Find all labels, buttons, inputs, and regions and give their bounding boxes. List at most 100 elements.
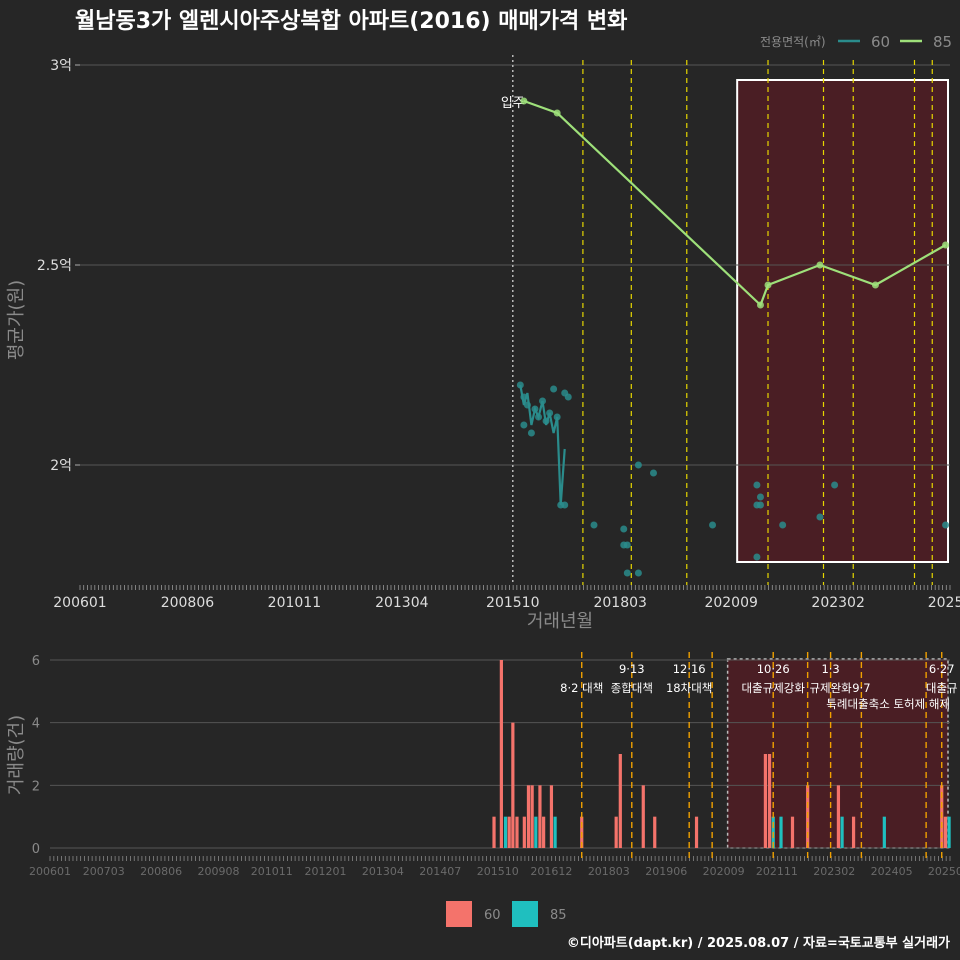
bar-60 [641,785,645,848]
bar-60 [522,816,526,848]
series-60-point [550,385,558,393]
highlight-region [736,79,950,563]
x-tick-label: 201304 [362,865,404,878]
x-tick-label: 201407 [419,865,461,878]
bar-60 [530,785,534,848]
x-tick-label: 201803 [588,865,630,878]
series-60-point [816,513,824,521]
bar-60 [943,816,948,848]
bar-60 [492,816,496,848]
bar-85 [534,816,538,848]
series-60-point [779,521,787,529]
series-60-point [756,501,764,509]
series-85-point [871,281,879,289]
bar-60 [763,754,768,848]
series-60-point [523,401,531,409]
policy-date: 6·27 [929,662,955,676]
policy-label: 종합대책 [611,681,653,695]
series-60-point [520,393,528,401]
series-60-point [531,405,539,413]
y-tick-label: 0 [32,842,40,857]
series-60-point [590,521,598,529]
bar-60 [694,816,699,848]
policy-date: 10·26 [757,662,790,676]
series-60-point [564,393,572,401]
x-tick-label: 201803 [593,595,646,611]
series-60-point [546,409,554,417]
legend-swatch-85 [512,901,538,927]
bar-85 [840,816,844,848]
y-tick-label: 2 [32,779,40,794]
series-60-point [942,521,950,529]
move-in-label: 입주 [501,96,525,111]
series-85-point [520,97,528,105]
series-60-point [649,469,657,477]
series-60-point [634,569,642,577]
legend-swatch-60 [446,901,472,927]
legend-label-85: 85 [933,33,952,51]
policy-date: 9·13 [619,662,645,676]
series-60-point [520,421,528,429]
policy-label: 8·2 대책 [560,681,603,695]
bar-60 [507,816,511,848]
x-tick-label: 200908 [198,865,240,878]
policy-label: 대출규 [926,681,958,695]
x-tick-label: 201011 [268,595,321,611]
bar-60 [851,816,856,848]
volume-plot: 0 2 4 6 200601 200703 200806 200908 201011 201201… [6,652,960,878]
x-tick-label: 201011 [251,865,293,878]
bottom-legend: 60 85 [446,901,567,927]
series-60-point [561,501,569,509]
policy-label: 대출규제강화 [741,681,805,695]
x-tick-label: 202009 [703,865,745,878]
series-60-point [623,541,631,549]
x-tick-label: 200601 [53,595,106,611]
series-60-point [542,417,550,425]
bar-85 [553,816,557,848]
bar-60 [614,816,618,848]
bar-85 [503,816,508,848]
x-tick-label: 201510 [486,595,539,611]
bar-85 [947,816,951,848]
series-85-point [816,261,824,269]
bar-60 [836,785,841,848]
y-tick-label: 3억 [50,58,72,74]
x-tick-label: 2025 [928,595,960,611]
series-60-point [831,481,839,489]
x-tick-label: 201906 [645,865,687,878]
series-60-point [527,429,535,437]
x-tick-label: 202111 [756,865,798,878]
policy-label: 9·7 [852,681,870,695]
bar-60 [790,816,795,848]
legend-label-60: 60 [871,33,890,51]
legend-title: 전용면적(㎡) [760,35,826,49]
x-tick-label: 201612 [530,865,572,878]
bar-60 [511,722,515,848]
y-tick-label: 2.5억 [37,258,72,274]
y-tick-label: 2억 [50,458,72,474]
bar-60 [653,816,657,848]
bar-85 [779,816,783,848]
legend-label-60: 60 [484,908,501,923]
bar-60 [549,785,554,848]
y-tick-label: 6 [32,654,40,669]
bar-60 [515,816,519,848]
series-60-point [753,553,761,561]
footer-credit: ©디아파트(dapt.kr) / 2025.08.07 / 자료=국토교통부 실… [567,935,950,951]
series-60-point [623,569,631,577]
top-legend: 60 85 [838,33,952,51]
x-tick-label: 201201 [305,865,347,878]
bar-85 [882,816,886,848]
series-60-point [539,397,547,405]
y-axis-title: 평균가(원) [6,280,27,360]
chart-title: 월남동3가 엘렌시아주상복합 아파트(2016) 매매가격 변화 [75,8,627,34]
series-85-point [553,109,561,117]
x-axis-title: 거래년월 [527,611,593,632]
x-tick-label: 201304 [375,595,429,611]
bar-60 [499,660,503,848]
x-tick-label: 202009 [704,595,757,611]
bar-60 [526,785,531,848]
x-tick-label: 200806 [161,595,215,611]
